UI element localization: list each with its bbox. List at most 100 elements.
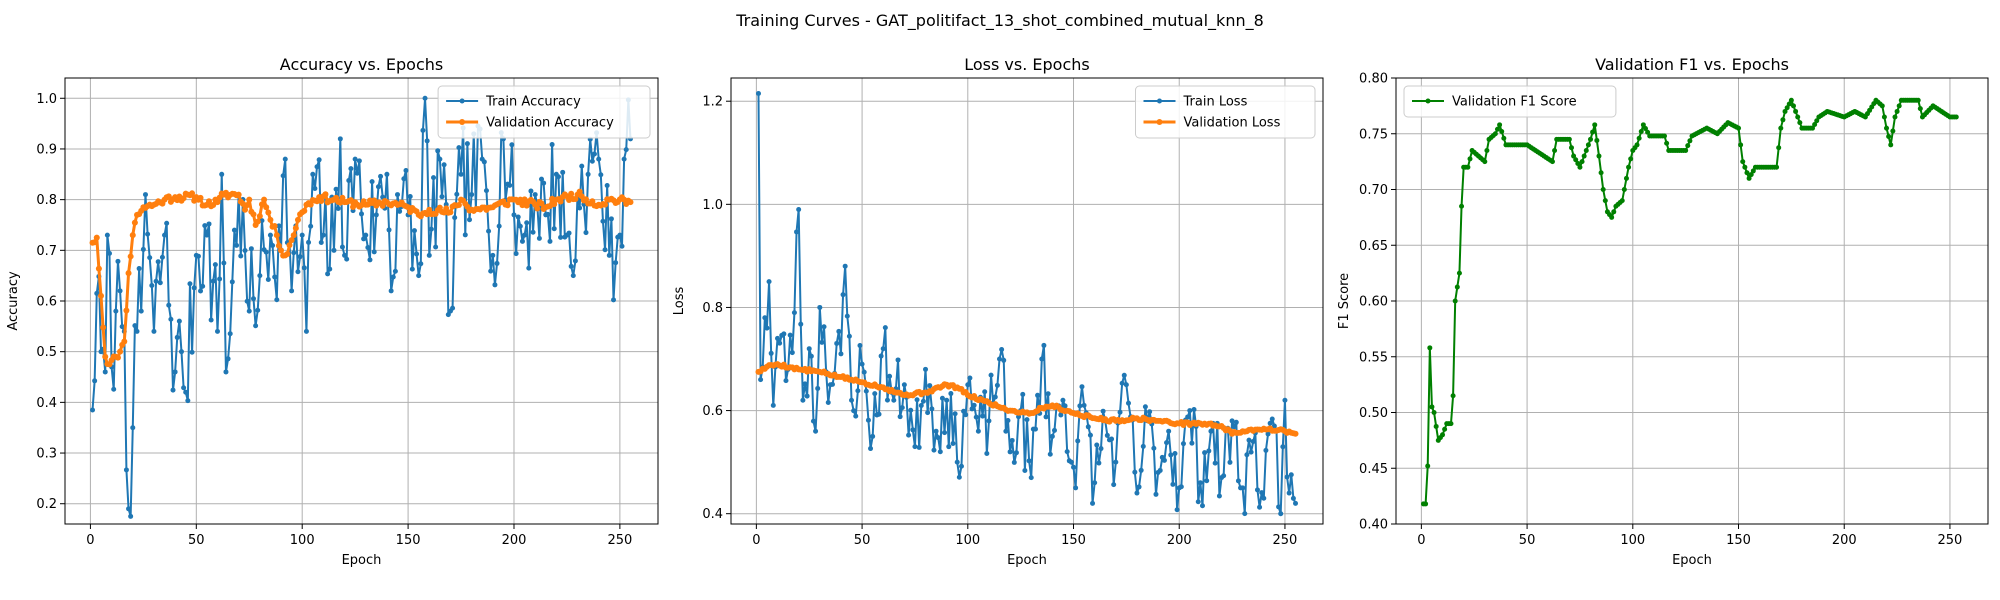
- data-point: [969, 406, 975, 412]
- legend-label: Train Loss: [1183, 95, 1248, 110]
- data-point: [229, 279, 235, 285]
- legend-label: Validation F1 Score: [1452, 95, 1577, 110]
- data-point: [950, 441, 956, 447]
- data-point: [234, 242, 240, 248]
- data-point: [1269, 416, 1275, 422]
- data-point: [490, 252, 496, 258]
- data-point: [1452, 298, 1458, 304]
- data-point: [221, 260, 227, 266]
- data-point: [1284, 474, 1290, 480]
- data-point: [1645, 129, 1651, 135]
- data-point: [367, 257, 373, 263]
- data-point: [551, 201, 558, 208]
- data-point: [1795, 114, 1801, 120]
- data-point: [363, 232, 369, 238]
- data-point: [1090, 500, 1096, 506]
- data-point: [600, 218, 606, 224]
- data-point: [206, 221, 212, 227]
- data-point: [1884, 125, 1890, 131]
- data-point: [123, 467, 129, 473]
- data-point: [411, 228, 417, 234]
- data-point: [817, 304, 823, 310]
- data-point: [1746, 175, 1752, 181]
- data-point: [802, 381, 808, 387]
- data-point: [1881, 114, 1887, 120]
- data-point: [598, 172, 604, 178]
- data-point: [1744, 170, 1750, 176]
- data-point: [1229, 418, 1235, 424]
- data-point: [1216, 493, 1222, 499]
- data-point: [267, 216, 274, 223]
- data-point: [138, 308, 144, 314]
- x-tick-label: 0: [86, 533, 94, 548]
- data-point: [310, 171, 316, 177]
- data-point: [798, 321, 804, 327]
- data-point: [1687, 138, 1693, 144]
- data-point: [555, 174, 561, 180]
- data-point: [899, 405, 905, 411]
- data-point: [910, 427, 916, 433]
- data-point: [1248, 449, 1254, 455]
- data-point: [1174, 507, 1180, 513]
- y-tick-label: 0.7: [36, 244, 57, 259]
- data-point: [1180, 441, 1186, 447]
- data-point: [401, 176, 407, 182]
- data-point: [352, 156, 358, 162]
- data-point: [335, 205, 341, 211]
- data-point: [307, 201, 314, 208]
- data-point: [206, 198, 213, 205]
- data-point: [539, 176, 545, 182]
- panel-title: Validation F1 vs. Epochs: [1595, 55, 1789, 74]
- data-point: [560, 169, 566, 175]
- data-point: [524, 220, 530, 226]
- data-point: [481, 159, 487, 165]
- data-point: [270, 243, 276, 249]
- data-point: [509, 142, 515, 148]
- data-point: [294, 216, 301, 223]
- y-tick-label: 0.50: [1359, 406, 1388, 421]
- data-point: [568, 190, 575, 197]
- data-point: [1611, 209, 1617, 215]
- data-point: [859, 361, 865, 367]
- data-point: [157, 280, 163, 286]
- data-point: [1134, 490, 1140, 496]
- data-point: [1261, 495, 1267, 501]
- data-point: [887, 373, 893, 379]
- data-point: [390, 274, 396, 280]
- figure-suptitle: Training Curves - GAT_politifact_13_shot…: [735, 11, 1264, 31]
- data-point: [125, 270, 132, 277]
- data-point: [532, 192, 538, 198]
- data-point: [1191, 407, 1197, 412]
- data-point: [857, 343, 863, 349]
- data-point: [1890, 128, 1896, 134]
- data-point: [123, 307, 130, 314]
- data-point: [819, 339, 825, 345]
- data-point: [781, 331, 787, 337]
- data-point: [1250, 439, 1256, 444]
- data-point: [1151, 445, 1157, 451]
- data-point: [806, 346, 812, 352]
- data-point: [1776, 145, 1782, 151]
- legend-marker: [459, 119, 466, 125]
- data-point: [187, 281, 193, 287]
- data-point: [437, 156, 443, 162]
- data-point: [1953, 114, 1959, 120]
- data-point: [267, 232, 273, 238]
- data-point: [579, 163, 585, 169]
- data-point: [337, 136, 343, 142]
- data-point: [455, 202, 462, 209]
- data-point: [547, 238, 553, 244]
- data-point: [217, 276, 223, 282]
- data-point: [297, 254, 303, 260]
- data-point: [1189, 440, 1195, 446]
- data-point: [327, 266, 333, 272]
- data-point: [1774, 164, 1780, 170]
- data-point: [929, 406, 935, 412]
- data-point: [318, 240, 324, 246]
- data-point: [1060, 397, 1066, 403]
- data-point: [195, 253, 201, 259]
- data-point: [952, 411, 958, 417]
- panel-2: 0 50 100 150 200 250 0.4 0.6 0.8 1.0 1.2 Loss vs. E…: [672, 55, 1324, 568]
- data-point: [1642, 126, 1648, 132]
- data-point: [180, 195, 187, 202]
